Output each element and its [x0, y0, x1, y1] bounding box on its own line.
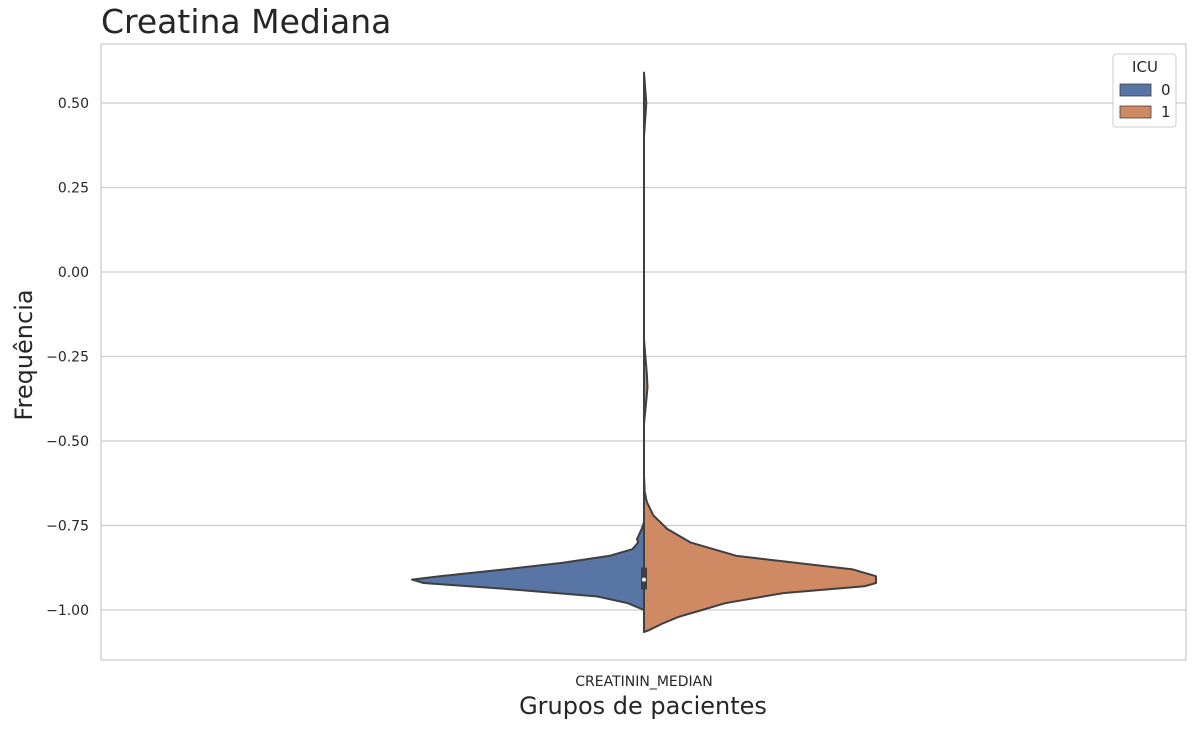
legend-label-icu-0: 0 [1161, 81, 1171, 99]
y-tick-label: 0.25 [58, 181, 89, 197]
x-tick-labels: CREATININ_MEDIAN [575, 674, 712, 690]
legend: ICU 0 1 [1112, 53, 1177, 128]
y-tick-label: −0.25 [46, 350, 89, 366]
median-point [642, 577, 646, 582]
chart-title: Creatina Mediana [101, 2, 392, 41]
legend-swatch-icu-0 [1119, 83, 1152, 97]
legend-swatch-icu-1 [1119, 105, 1152, 119]
x-tick-label: CREATININ_MEDIAN [575, 674, 712, 690]
y-tick-label: −0.75 [46, 519, 89, 535]
violin-half-icu-0 [411, 521, 645, 611]
plot-frame [100, 43, 1187, 661]
violins [411, 71, 877, 633]
x-axis-label: Grupos de pacientes [519, 692, 767, 720]
y-tick-label: 0.50 [58, 96, 89, 112]
violin-half-icu-1 [643, 71, 877, 633]
y-tick-label: 0.00 [58, 265, 89, 281]
y-axis-label: Frequência [10, 289, 38, 420]
legend-title: ICU [1132, 58, 1158, 76]
y-tick-labels: 0.50 0.25 0.00 −0.25 −0.50 −0.75 −1.00 [46, 96, 89, 619]
legend-label-icu-1: 1 [1161, 103, 1171, 121]
y-tick-label: −0.50 [46, 434, 89, 450]
y-tick-label: −1.00 [46, 603, 89, 619]
